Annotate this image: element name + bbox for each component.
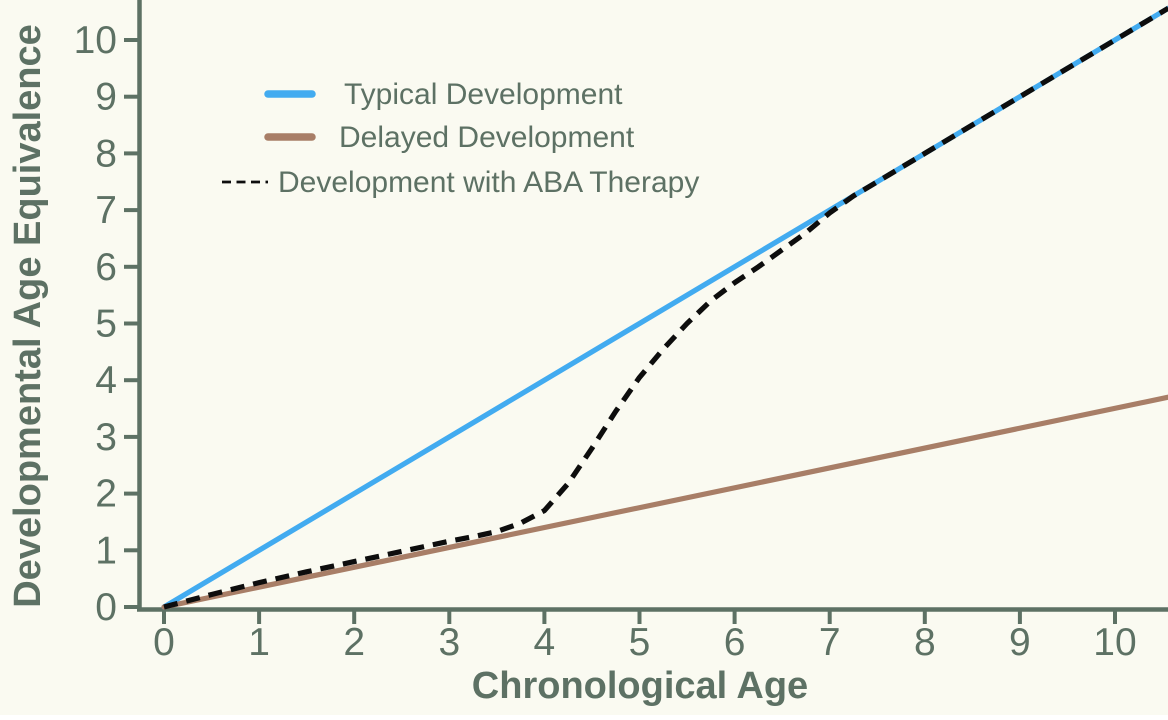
x-axis-title: Chronological Age [472,665,808,707]
series-line-delayed-development [161,394,1168,610]
x-tick-label: 2 [343,621,365,664]
legend-label: Delayed Development [339,121,635,154]
x-tick-label: 9 [1009,621,1031,664]
y-tick-label: 4 [95,359,117,402]
bottom-edge-strip [0,715,1168,720]
x-tick-label: 7 [819,621,841,664]
x-tick-label: 3 [438,621,460,664]
y-tick-label: 9 [95,76,117,119]
y-tick-label: 0 [95,586,117,629]
y-tick-label: 6 [95,246,117,289]
y-tick-label: 2 [95,473,117,516]
x-tick-label: 8 [914,621,936,664]
y-tick-label: 5 [95,303,117,346]
axes [137,0,1168,612]
x-axis-ticks: 0 1 2 3 4 5 6 7 8 9 10 [153,609,1137,664]
legend: Typical Development Delayed Development De… [222,78,699,199]
series-line-typical-development [161,5,1168,610]
x-tick-label: 5 [629,621,651,664]
series-line-development-with-aba-therapy [163,5,1168,610]
series-lines [161,5,1168,610]
y-tick-label: 7 [95,189,117,232]
y-tick-label: 1 [95,529,117,572]
legend-label: Development with ABA Therapy [278,166,699,199]
y-tick-label: 10 [74,19,117,62]
y-axis-ticks: 0 1 2 3 4 5 6 7 8 9 10 [74,19,140,629]
x-tick-label: 4 [534,621,556,664]
x-tick-label: 0 [153,621,175,664]
x-tick-label: 1 [248,621,270,664]
y-axis-title: Developmental Age Equivalence [7,24,49,608]
x-tick-label: 6 [724,621,746,664]
y-tick-label: 8 [95,132,117,175]
y-tick-label: 3 [95,416,117,459]
legend-label: Typical Development [344,78,623,111]
x-tick-label: 10 [1093,621,1136,664]
